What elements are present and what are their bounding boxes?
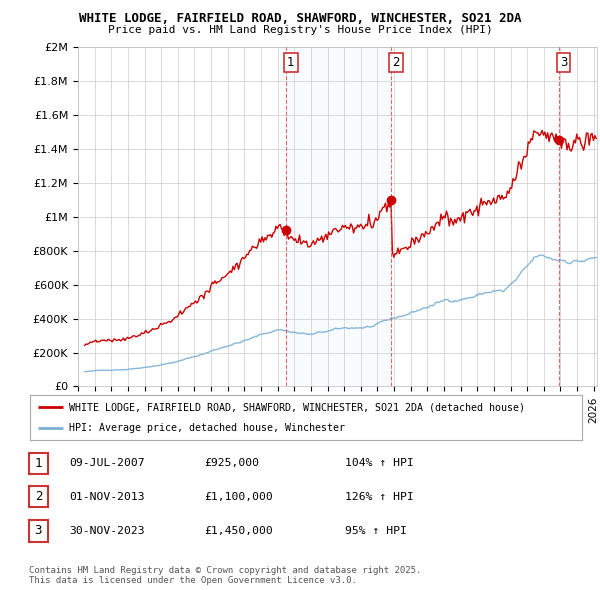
- Text: 3: 3: [560, 55, 567, 68]
- Text: £1,450,000: £1,450,000: [204, 526, 273, 536]
- Text: 3: 3: [35, 525, 42, 537]
- Text: 2: 2: [35, 490, 42, 503]
- Text: 1: 1: [35, 457, 42, 470]
- Text: £925,000: £925,000: [204, 458, 259, 468]
- Bar: [286, 47, 391, 386]
- Text: WHITE LODGE, FAIRFIELD ROAD, SHAWFORD, WINCHESTER, SO21 2DA (detached house): WHITE LODGE, FAIRFIELD ROAD, SHAWFORD, W…: [68, 402, 524, 412]
- Text: 104% ↑ HPI: 104% ↑ HPI: [345, 458, 414, 468]
- Text: 1: 1: [287, 55, 295, 68]
- Text: 95% ↑ HPI: 95% ↑ HPI: [345, 526, 407, 536]
- Text: HPI: Average price, detached house, Winchester: HPI: Average price, detached house, Winc…: [68, 422, 344, 432]
- Text: 126% ↑ HPI: 126% ↑ HPI: [345, 492, 414, 502]
- Text: Contains HM Land Registry data © Crown copyright and database right 2025.
This d: Contains HM Land Registry data © Crown c…: [29, 566, 421, 585]
- Text: 01-NOV-2013: 01-NOV-2013: [69, 492, 145, 502]
- Text: 2: 2: [392, 55, 400, 68]
- Text: WHITE LODGE, FAIRFIELD ROAD, SHAWFORD, WINCHESTER, SO21 2DA: WHITE LODGE, FAIRFIELD ROAD, SHAWFORD, W…: [79, 12, 521, 25]
- Text: 09-JUL-2007: 09-JUL-2007: [69, 458, 145, 468]
- Text: £1,100,000: £1,100,000: [204, 492, 273, 502]
- Text: 30-NOV-2023: 30-NOV-2023: [69, 526, 145, 536]
- Text: Price paid vs. HM Land Registry's House Price Index (HPI): Price paid vs. HM Land Registry's House …: [107, 25, 493, 35]
